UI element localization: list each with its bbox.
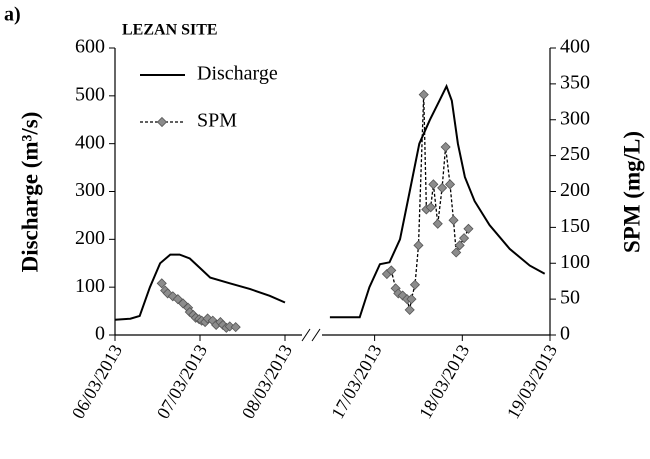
y2-tick-label: 400 [560, 36, 590, 58]
axis-break [311, 328, 321, 342]
y2-tick-label: 350 [560, 71, 590, 93]
y-tick-label: 100 [75, 275, 105, 297]
y-tick-label: 500 [75, 83, 105, 105]
legend-label: Discharge [197, 63, 278, 85]
data-point [432, 218, 443, 229]
data-point [156, 278, 167, 289]
legend-marker [156, 116, 168, 128]
data-point [444, 179, 456, 190]
y2-axis-label: SPM (mg/L) [619, 131, 644, 253]
data-point [230, 322, 241, 333]
data-point [397, 290, 408, 301]
y2-tick-label: 50 [560, 287, 580, 309]
data-point [406, 294, 417, 305]
y-tick-label: 400 [75, 131, 105, 153]
series-line [114, 83, 546, 321]
x-tick-label: 06/03/2013 [68, 341, 126, 422]
y2-tick-label: 300 [560, 107, 590, 129]
data-point [448, 215, 459, 226]
y2-tick-label: 100 [560, 251, 590, 273]
y2-tick-label: 0 [560, 323, 570, 345]
data-point [224, 321, 235, 332]
data-point [451, 247, 462, 258]
data-point [425, 202, 436, 213]
data-point [458, 233, 470, 244]
x-tick-label: 07/03/2013 [153, 341, 211, 422]
x-tick-label: 17/03/2013 [327, 341, 385, 422]
y-tick-label: 600 [75, 36, 105, 58]
data-point [463, 223, 474, 234]
data-point [404, 304, 415, 315]
data-point [409, 279, 421, 290]
y-tick-label: 300 [75, 179, 105, 201]
y-axis-label: Discharge (m³/s) [17, 112, 42, 273]
data-point [428, 179, 439, 190]
panel-label: a) [4, 4, 21, 26]
data-point [418, 89, 429, 100]
y2-tick-label: 250 [560, 143, 590, 165]
y2-tick-label: 150 [560, 215, 590, 237]
y2-tick-label: 200 [560, 179, 590, 201]
x-tick-label: 18/03/2013 [415, 341, 473, 422]
data-point [437, 182, 448, 193]
data-point [413, 240, 424, 251]
x-tick-label: 08/03/2013 [238, 341, 296, 422]
data-point [454, 240, 465, 251]
y-tick-label: 200 [75, 227, 105, 249]
legend-label: SPM [197, 110, 237, 132]
axis-break [301, 328, 311, 342]
y-tick-label: 0 [95, 323, 105, 345]
x-tick-label: 19/03/2013 [503, 341, 561, 422]
data-point [386, 265, 397, 276]
chart-title: LEZAN SITE [122, 22, 218, 39]
data-point [440, 141, 451, 153]
